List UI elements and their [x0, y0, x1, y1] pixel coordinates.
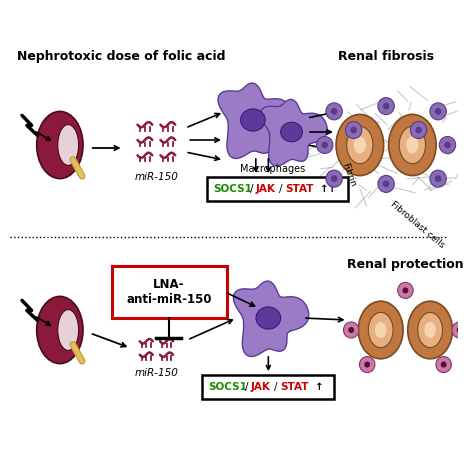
Circle shape — [436, 356, 451, 373]
Ellipse shape — [408, 301, 453, 359]
Circle shape — [331, 108, 337, 115]
Circle shape — [331, 175, 337, 182]
Ellipse shape — [389, 114, 436, 175]
Text: /: / — [279, 184, 283, 194]
Ellipse shape — [406, 137, 419, 154]
Circle shape — [378, 98, 394, 115]
Ellipse shape — [418, 312, 443, 347]
Text: Fibrin: Fibrin — [340, 162, 357, 189]
Ellipse shape — [354, 137, 366, 154]
Text: STAT: STAT — [280, 382, 309, 392]
Circle shape — [321, 142, 328, 148]
Circle shape — [383, 181, 389, 187]
Text: JAK: JAK — [256, 184, 276, 194]
Text: ↑: ↑ — [315, 382, 323, 392]
Ellipse shape — [281, 122, 302, 142]
Circle shape — [441, 362, 447, 368]
Text: Renal fibrosis: Renal fibrosis — [338, 50, 434, 63]
Ellipse shape — [399, 126, 426, 164]
Text: ↑↑: ↑↑ — [319, 184, 337, 194]
Ellipse shape — [358, 301, 403, 359]
Text: Renal protection: Renal protection — [347, 258, 464, 271]
Polygon shape — [218, 83, 293, 158]
Circle shape — [452, 322, 467, 338]
FancyBboxPatch shape — [202, 375, 334, 399]
Polygon shape — [261, 100, 327, 166]
Circle shape — [350, 127, 357, 134]
Circle shape — [435, 108, 441, 115]
Text: LNA-
anti-miR-150: LNA- anti-miR-150 — [126, 278, 212, 306]
FancyBboxPatch shape — [207, 177, 348, 201]
Ellipse shape — [58, 125, 79, 165]
Text: miR-150: miR-150 — [135, 368, 178, 378]
Text: JAK: JAK — [251, 382, 271, 392]
Circle shape — [326, 103, 342, 120]
Text: miR-150: miR-150 — [135, 172, 178, 182]
Circle shape — [410, 121, 427, 138]
Ellipse shape — [368, 312, 393, 347]
Ellipse shape — [36, 296, 83, 364]
Ellipse shape — [58, 310, 79, 350]
Circle shape — [456, 327, 463, 333]
Circle shape — [378, 175, 394, 192]
Circle shape — [430, 103, 447, 120]
Circle shape — [430, 170, 447, 187]
Text: SOCS1: SOCS1 — [209, 382, 247, 392]
Circle shape — [364, 362, 370, 368]
Ellipse shape — [375, 322, 386, 338]
Circle shape — [344, 322, 359, 338]
Circle shape — [346, 121, 362, 138]
Ellipse shape — [424, 322, 436, 338]
Circle shape — [359, 356, 375, 373]
Circle shape — [383, 103, 389, 109]
Ellipse shape — [336, 114, 383, 175]
Text: Nephrotoxic dose of folic acid: Nephrotoxic dose of folic acid — [18, 50, 226, 63]
Text: /: / — [250, 184, 254, 194]
Ellipse shape — [346, 126, 373, 164]
Circle shape — [326, 170, 342, 187]
Ellipse shape — [36, 111, 83, 179]
FancyBboxPatch shape — [112, 266, 227, 318]
Circle shape — [348, 327, 354, 333]
Circle shape — [435, 175, 441, 182]
Ellipse shape — [241, 109, 265, 131]
Text: /: / — [274, 382, 278, 392]
Circle shape — [415, 127, 422, 134]
Circle shape — [317, 137, 333, 154]
Text: STAT: STAT — [285, 184, 313, 194]
Text: SOCS1: SOCS1 — [213, 184, 252, 194]
Circle shape — [439, 137, 456, 154]
Text: /: / — [245, 382, 249, 392]
Circle shape — [398, 283, 413, 299]
Circle shape — [402, 287, 408, 293]
Text: Fibroblast cells: Fibroblast cells — [389, 200, 446, 250]
Circle shape — [444, 142, 451, 148]
Ellipse shape — [256, 307, 281, 329]
Polygon shape — [233, 281, 309, 356]
Text: Macrophages: Macrophages — [239, 164, 305, 174]
